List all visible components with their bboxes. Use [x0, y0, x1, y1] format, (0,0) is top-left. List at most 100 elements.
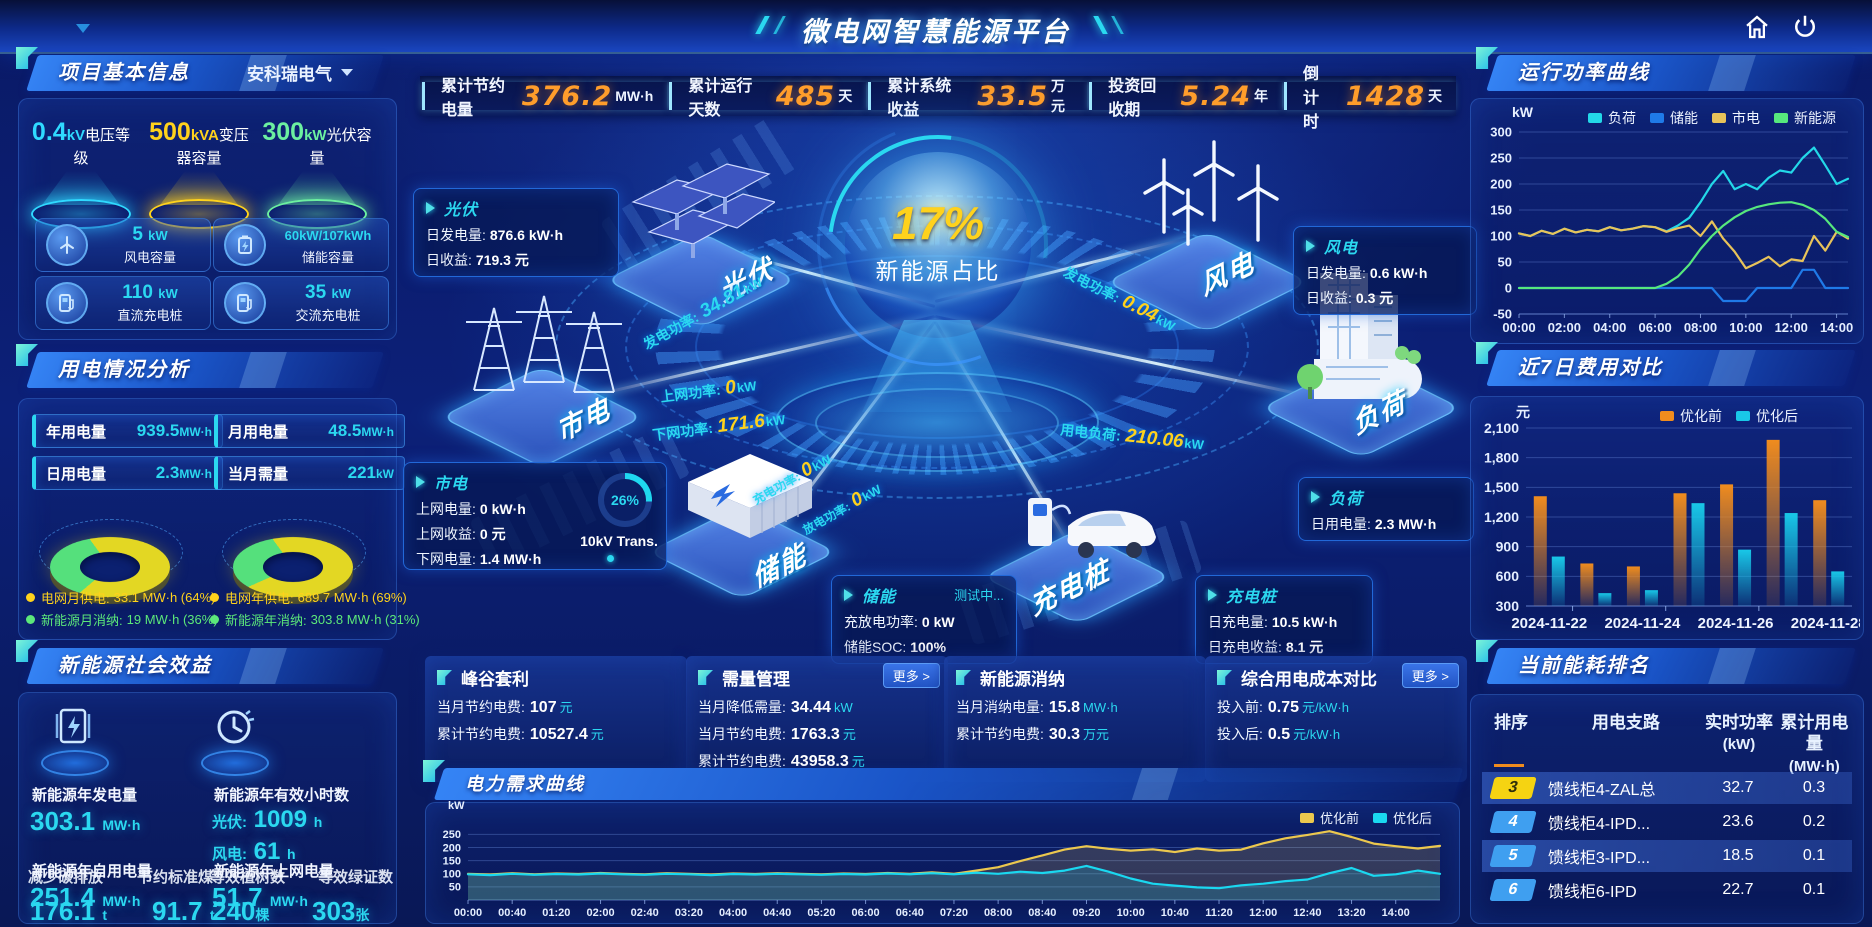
- usage-stat-label: 年用电量: [46, 423, 107, 441]
- project-card-label: 储能容量: [301, 250, 354, 265]
- panel-power-header: 运行功率曲线: [1476, 47, 1856, 91]
- project-card-label: 交流充电桩: [295, 308, 361, 323]
- panel-cost-header: 近7日费用对比: [1476, 342, 1856, 386]
- project-card-label: 直流充电桩: [117, 308, 183, 323]
- legend-item[interactable]: 优化后: [1373, 808, 1432, 827]
- legend-item[interactable]: 负荷: [1588, 108, 1636, 128]
- realtime-power: 23.6: [1722, 813, 1754, 830]
- demand-y-label: kW: [448, 800, 465, 812]
- mini-card-row: 日发电量: 0.6 kW·h: [1306, 265, 1428, 281]
- rank-badge: 3: [1489, 777, 1537, 799]
- legend-swatch: [1300, 812, 1314, 823]
- branch-name: 馈线柜3-IPD...: [1547, 850, 1651, 867]
- mini-card-title: 光伏: [426, 196, 606, 220]
- podium-cone: [278, 171, 356, 205]
- kpi-unit: 年: [1253, 88, 1268, 104]
- kpi-item: 累计系统收益 33.5 万元: [868, 78, 1087, 119]
- panel-power-chart: [1470, 98, 1864, 344]
- svg-text:900: 900: [1496, 539, 1520, 555]
- summary-row: 累计节约电费: 10527.4 元: [437, 726, 604, 743]
- summary-row: 当月消纳电量: 15.8 MW·h: [956, 699, 1118, 716]
- svg-text:04:40: 04:40: [763, 907, 791, 919]
- svg-text:2024-11-28: 2024-11-28: [1791, 615, 1860, 632]
- summary-row: 累计节约电费: 30.3 万元: [956, 726, 1110, 743]
- gen-value: 303.1 MW·h: [30, 806, 141, 836]
- legend-item[interactable]: 优化前: [1300, 808, 1359, 827]
- svg-text:04:00: 04:00: [1593, 320, 1626, 335]
- cost-y-label: 元: [1516, 404, 1530, 420]
- legend-item[interactable]: 储能: [1650, 108, 1698, 128]
- mini-card-row: 日发电量: 876.6 kW·h: [426, 227, 564, 243]
- svg-text:2024-11-22: 2024-11-22: [1511, 615, 1587, 632]
- panel-title: 近7日费用对比: [1518, 357, 1664, 379]
- ac-charger-icon: [224, 282, 266, 324]
- branch-name: 馈线柜6-IPD: [1547, 884, 1637, 901]
- panel-benefits-header: 新能源社会效益: [16, 640, 384, 684]
- kpi-value: 376.2: [521, 80, 613, 112]
- legend-label: 电网年供电:: [225, 591, 294, 606]
- storage-info-card: 储能 测试中... 充放电功率: 0 kW 储能SOC: 100%: [831, 575, 1017, 664]
- usage-stat-2: 日用电量 2.3MW·h: [32, 456, 223, 490]
- summary-row: 当月节约电费: 1763.3 元: [698, 726, 856, 743]
- power-icon[interactable]: [1790, 12, 1820, 42]
- storage-status: 测试中...: [954, 588, 1004, 603]
- node-grid: 市电: [440, 290, 644, 468]
- mini-card-title-text: 光伏: [444, 202, 479, 219]
- realtime-power: 32.7: [1722, 779, 1754, 796]
- svg-text:0: 0: [1505, 281, 1512, 296]
- svg-text:02:40: 02:40: [631, 907, 659, 919]
- carbon-label: 减少碳排放: [28, 869, 104, 886]
- legend-swatch: [1588, 113, 1602, 123]
- svg-text:08:40: 08:40: [1028, 907, 1056, 919]
- more-button[interactable]: 更多 >: [882, 663, 940, 688]
- wind-turbine-icon: [46, 224, 88, 266]
- more-button[interactable]: 更多 >: [1401, 663, 1459, 688]
- usage-stat-label: 日用电量: [46, 465, 107, 483]
- project-card-label: 风电容量: [123, 250, 176, 265]
- svg-text:08:00: 08:00: [1684, 320, 1717, 335]
- legend-item[interactable]: 优化前: [1660, 406, 1722, 426]
- gauge-label: 10kV Trans.: [580, 533, 658, 549]
- mini-card-title-text: 充电桩: [1226, 589, 1278, 606]
- panel-demand-header: 电力需求曲线: [423, 760, 1464, 800]
- solar-bolt-icon: [55, 708, 91, 744]
- svg-text:1,200: 1,200: [1484, 509, 1519, 525]
- demand-legend: 优化前 优化后: [1300, 808, 1432, 827]
- svg-text:300: 300: [1490, 125, 1512, 140]
- node-wind: 风电: [1105, 140, 1309, 333]
- panel-ranking: [1470, 694, 1864, 924]
- usage-stat-label: 月用电量: [228, 423, 289, 441]
- kpi-value: 485: [775, 80, 836, 112]
- svg-text:150: 150: [443, 855, 461, 867]
- project-select[interactable]: 安科瑞电气: [225, 58, 375, 86]
- legend-item[interactable]: 新能源: [1774, 108, 1836, 128]
- podium-0: 0.4kV电压等级: [25, 118, 137, 229]
- nav-collapse-icon[interactable]: [76, 24, 90, 33]
- usage-legend-2: 电网年供电: 689.7 MW·h (69%): [210, 588, 407, 607]
- grid-feed-label: 新能源年上网电量: [214, 863, 335, 880]
- legend-swatch: [1712, 113, 1726, 123]
- legend-label: 电网月供电:: [41, 591, 110, 606]
- panel-title: 运行功率曲线: [1518, 62, 1650, 84]
- panel-usage-header: 用电情况分析: [16, 344, 384, 388]
- svg-text:14:00: 14:00: [1382, 907, 1410, 919]
- ranking-col-1: 用电支路: [1591, 713, 1660, 732]
- svg-text:2,100: 2,100: [1484, 420, 1519, 436]
- transformer-load-gauge: 26%: [598, 473, 652, 527]
- gen-label: 新能源年发电量: [32, 787, 138, 804]
- home-icon[interactable]: [1742, 12, 1772, 42]
- mini-card-row: 储能SOC: 100%: [844, 639, 947, 655]
- legend-item[interactable]: 优化后: [1736, 406, 1798, 426]
- panel-ranking-header: 当前能耗排名: [1476, 640, 1856, 684]
- ev-charger-icon: [1028, 498, 1156, 558]
- legend-dot: [210, 615, 219, 624]
- legend-label: 新能源年消纳:: [225, 613, 307, 628]
- svg-text:11:20: 11:20: [1205, 907, 1233, 919]
- svg-text:250: 250: [443, 829, 461, 841]
- wind-info-card: 风电 日发电量: 0.6 kW·h 日收益: 0.3 元: [1293, 226, 1477, 315]
- podium-1: 500kVA变压器容量: [143, 118, 255, 229]
- legend-item[interactable]: 市电: [1712, 108, 1760, 128]
- project-card-0: 5 kW 风电容量: [35, 218, 211, 272]
- branch-name: 馈线柜4-IPD...: [1547, 816, 1651, 833]
- usage-stat-3: 当月需量 221kW: [214, 456, 405, 490]
